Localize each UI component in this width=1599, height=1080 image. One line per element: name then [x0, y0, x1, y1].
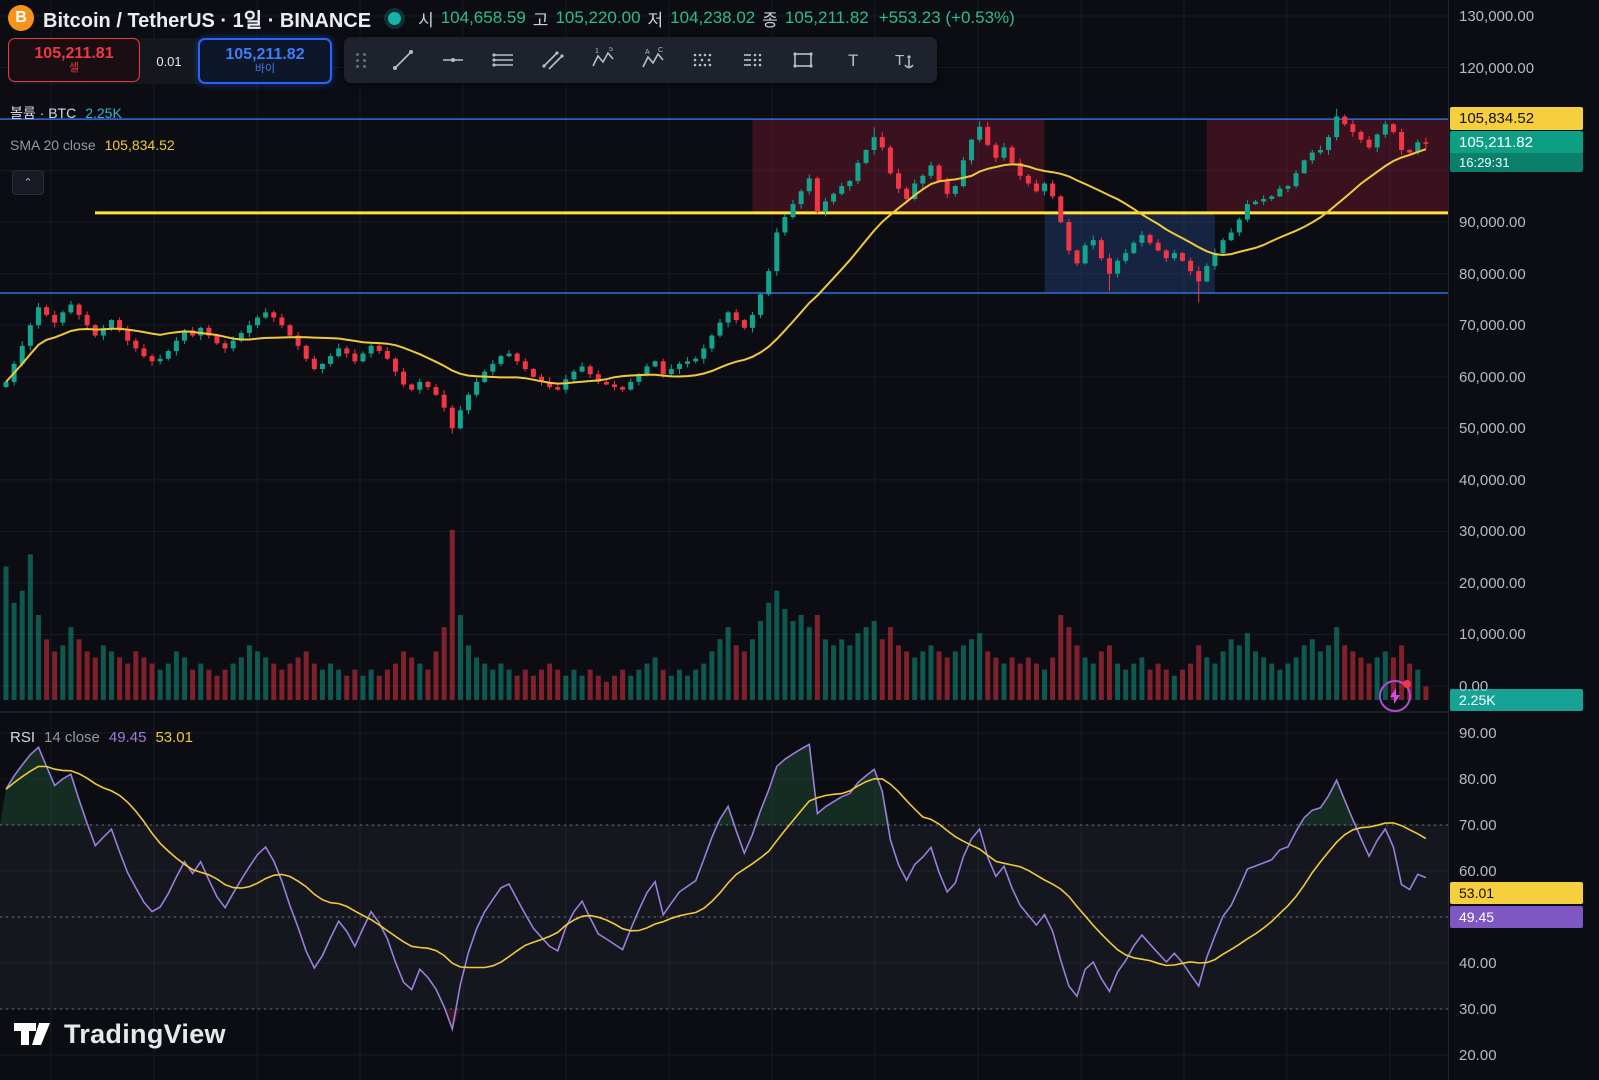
projection-pattern-icon: [744, 53, 762, 67]
projection-pattern-tool-button[interactable]: [731, 41, 775, 79]
close-label: 종: [762, 10, 778, 30]
volume-legend-value: 2.25K: [85, 105, 122, 121]
sma-legend-label: SMA 20 close: [10, 137, 96, 153]
rsi-legend-value: 49.45: [108, 729, 147, 746]
rsi-legend-params: 14 close: [44, 729, 100, 746]
tradingview-logo[interactable]: TradingView: [12, 1016, 226, 1052]
price-tick: 20,000.00: [1459, 574, 1526, 592]
price-tick: 50,000.00: [1459, 420, 1526, 438]
symbol-title[interactable]: Bitcoin / TetherUS · 1일 · BINANCE: [43, 9, 372, 32]
low-label: 저: [647, 10, 664, 30]
symbol-header: B Bitcoin / TetherUS · 1일 · BINANCE 시 10…: [8, 3, 1015, 33]
price-tick: 10,000.00: [1459, 626, 1526, 644]
horizontal-line-tool-button[interactable]: [431, 41, 475, 79]
high-value: 105,220.00: [555, 8, 641, 27]
rsi-tick: 90.00: [1459, 725, 1497, 742]
rsi-ma-value-badge: 53.01: [1450, 882, 1583, 904]
svg-text:1: 1: [595, 48, 599, 55]
price-tick: 0.00: [1459, 678, 1489, 695]
rsi-tick: 70.00: [1459, 817, 1497, 834]
price-tick: 40,000.00: [1459, 471, 1526, 489]
tradingview-wordmark: TradingView: [64, 1018, 226, 1049]
price-tick: 80,000.00: [1459, 265, 1526, 283]
price-tick: 70,000.00: [1459, 317, 1526, 335]
rsi-legend[interactable]: RSI 14 close 49.45 53.01: [10, 729, 193, 746]
rsi-legend-name: RSI: [10, 729, 36, 746]
bitcoin-logo-icon: B: [8, 5, 34, 31]
trend-line-icon: [393, 50, 413, 70]
sell-price: 105,211.81: [34, 45, 114, 62]
spread-value: 0.01: [156, 53, 182, 69]
text-tool-button[interactable]: T: [831, 41, 875, 79]
price-tick: 90,000.00: [1459, 214, 1526, 232]
anchored-text-tool-button[interactable]: T: [881, 41, 925, 79]
forecast-pattern-icon: [693, 53, 712, 67]
toolbar-drag-handle[interactable]: [356, 52, 367, 68]
horizontal-lines-icon: [492, 53, 513, 67]
svg-text:A: A: [645, 49, 650, 56]
tradingview-mark-icon: [14, 1023, 50, 1045]
rsi-tick: 30.00: [1459, 1001, 1497, 1018]
chart-canvas[interactable]: [0, 0, 1448, 1080]
rectangle-tool-button[interactable]: [781, 41, 825, 79]
buy-label: 바이: [254, 63, 276, 75]
sell-button[interactable]: 105,211.81 셀: [8, 38, 140, 82]
sma-legend[interactable]: SMA 20 close 105,834.52: [10, 137, 175, 153]
rsi-tick: 20.00: [1459, 1047, 1497, 1064]
open-label: 시: [418, 10, 434, 30]
price-tick: 60,000.00: [1459, 368, 1526, 386]
chevron-up-icon: ⌃: [23, 177, 33, 189]
price-tick: 30,000.00: [1459, 523, 1526, 541]
svg-text:T: T: [848, 51, 858, 70]
horizontal-lines-tool-button[interactable]: [481, 41, 525, 79]
sma-value-badge: 105,834.52: [1450, 107, 1583, 130]
market-status-dot-icon: [388, 11, 402, 25]
last-price-badge: 105,211.82: [1450, 131, 1583, 154]
volume-legend-label: 볼륨 · BTC: [10, 105, 77, 121]
price-tick: 120,000.00: [1459, 59, 1535, 77]
price-tick: 130,000.00: [1459, 8, 1535, 25]
svg-text:T: T: [895, 52, 904, 69]
parallel-channel-tool-button[interactable]: [531, 41, 575, 79]
svg-text:5: 5: [609, 47, 613, 53]
rsi-ma-legend-value: 53.01: [155, 729, 193, 746]
lightning-icon: [1390, 688, 1400, 704]
forecast-pattern-tool-button[interactable]: [681, 41, 725, 79]
volume-legend[interactable]: 볼륨 · BTC 2.25K: [10, 103, 122, 123]
anchored-text-icon: T: [895, 52, 914, 69]
boost-button[interactable]: [1379, 680, 1411, 712]
order-widget: 105,211.81 셀 0.01 105,211.82 바이: [8, 38, 332, 84]
high-label: 고: [532, 10, 549, 30]
buy-button[interactable]: 105,211.82 바이: [198, 38, 332, 84]
horizontal-line-icon: [443, 58, 463, 62]
sell-label: 셀: [68, 62, 80, 74]
svg-text:C: C: [658, 47, 663, 54]
change-value: +553.23 (+0.53%): [878, 8, 1015, 27]
bar-countdown-badge: 16:29:31: [1450, 153, 1583, 172]
notification-dot-icon: [1403, 680, 1411, 688]
open-value: 104,658.59: [440, 8, 526, 27]
low-value: 104,238.02: [670, 8, 756, 27]
price-axis[interactable]: 105,834.52 105,211.82 16:29:31 2.25K 53.…: [1448, 0, 1599, 1080]
trend-line-tool-button[interactable]: [381, 41, 425, 79]
rsi-tick: 80.00: [1459, 771, 1497, 788]
rsi-tick: 60.00: [1459, 863, 1497, 880]
text-icon: T: [848, 51, 858, 70]
ohlc-readout: 시 104,658.59 고 105,220.00 저 104,238.02 종…: [418, 6, 1015, 31]
close-value: 105,211.82: [784, 8, 869, 27]
collapse-legend-button[interactable]: ⌃: [12, 170, 44, 195]
rsi-value-badge: 49.45: [1450, 906, 1583, 928]
volume-value-badge: 2.25K: [1450, 689, 1583, 711]
rectangle-icon: [793, 52, 813, 68]
sma-legend-value: 105,834.52: [104, 137, 175, 153]
rsi-tick: 40.00: [1459, 955, 1497, 972]
parallel-channel-icon: [542, 51, 564, 70]
buy-price: 105,211.82: [225, 46, 305, 63]
